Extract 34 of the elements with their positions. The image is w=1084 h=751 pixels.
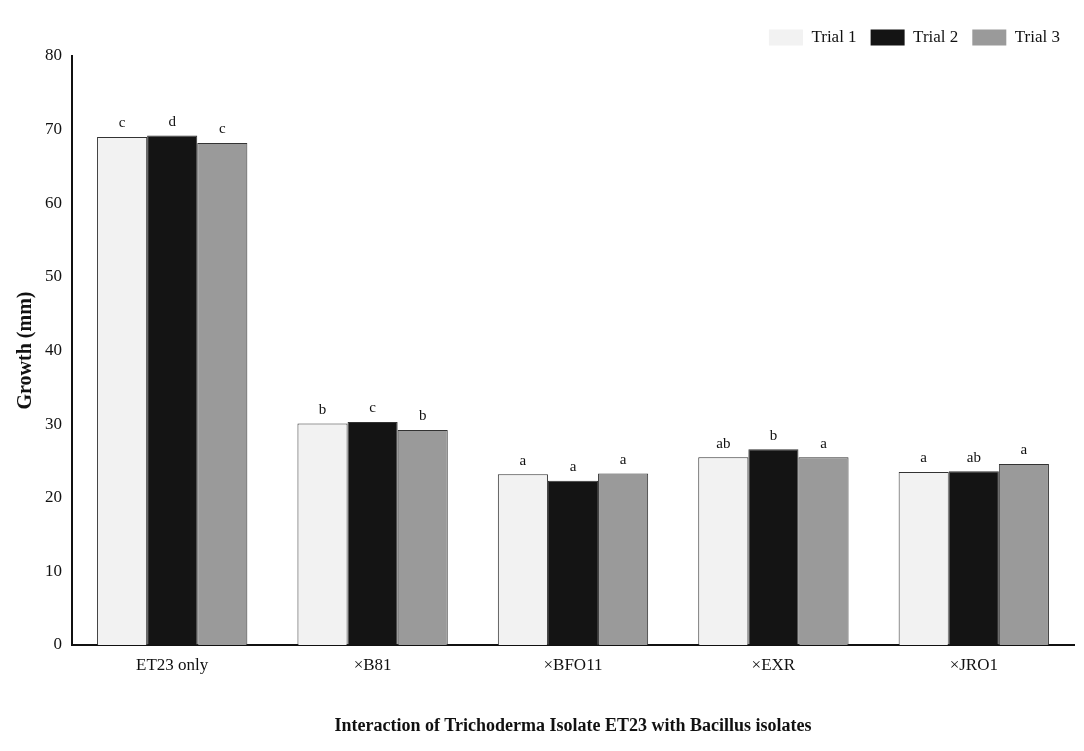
x-axis-title: Interaction of Trichoderma Isolate ET23 with Bacillus isolates — [334, 714, 812, 735]
legend-label: Trial 2 — [913, 26, 959, 46]
data-label: b — [769, 426, 778, 443]
y-tick-label: 70 — [45, 119, 62, 139]
y-tick-label: 0 — [53, 634, 62, 654]
y-axis-title: Growth (mm) — [13, 291, 37, 410]
y-tick-label: 80 — [45, 45, 62, 65]
data-label: d — [168, 112, 177, 129]
x-tick-label: ×BFO11 — [543, 654, 603, 674]
y-tick-label: 30 — [45, 413, 62, 433]
x-tick-label: ×EXR — [751, 654, 796, 674]
y-tick-label: 50 — [45, 266, 62, 286]
data-label: b — [318, 400, 327, 417]
data-label: a — [1020, 441, 1028, 458]
data-label: b — [418, 407, 427, 424]
y-tick-label: 40 — [45, 339, 62, 359]
data-label: a — [619, 450, 627, 467]
x-tick-label: ET23 only — [136, 654, 209, 674]
y-tick-label: 20 — [45, 487, 62, 507]
data-label: ab — [716, 434, 731, 451]
x-tick-label: ×B81 — [353, 654, 392, 674]
data-label: c — [218, 120, 226, 137]
legend-label: Trial 1 — [811, 26, 857, 46]
y-tick-label: 10 — [45, 560, 62, 580]
data-label: c — [118, 114, 126, 131]
x-tick-label: ×JRO1 — [949, 654, 998, 674]
y-tick-label: 60 — [45, 192, 62, 212]
data-label: c — [369, 399, 377, 416]
data-label: ab — [966, 448, 981, 465]
data-label: a — [820, 434, 828, 451]
data-label: a — [569, 458, 577, 475]
legend-label: Trial 3 — [1014, 26, 1061, 46]
data-label: a — [920, 449, 928, 466]
data-label: a — [519, 451, 527, 468]
